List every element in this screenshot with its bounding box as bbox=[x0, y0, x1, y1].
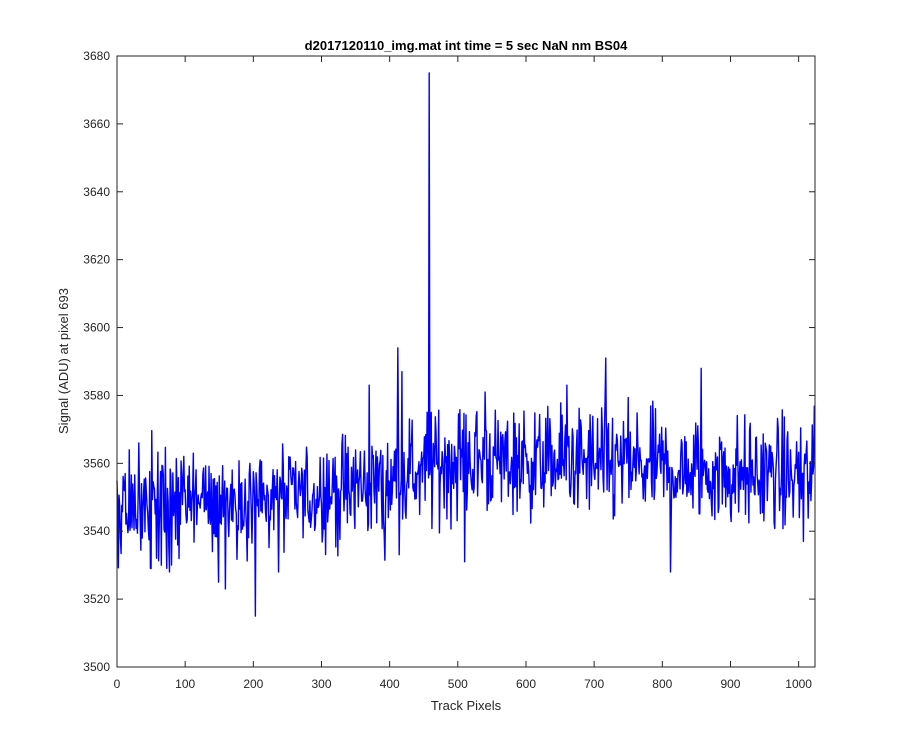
y-tick-label: 3520 bbox=[83, 592, 110, 606]
y-tick-label: 3680 bbox=[83, 49, 110, 63]
y-axis-label: Signal (ADU) at pixel 693 bbox=[56, 288, 71, 434]
y-tick-label: 3580 bbox=[83, 388, 110, 402]
y-tick-label: 3540 bbox=[83, 524, 110, 538]
series-layer bbox=[116, 72, 816, 617]
series-line bbox=[116, 72, 816, 617]
x-axis: 0 100 200 300 400 500 600 700 800 900 1000 bbox=[114, 56, 812, 691]
x-tick-label: 600 bbox=[516, 677, 536, 691]
plot-area bbox=[117, 56, 815, 667]
x-tick-label: 1000 bbox=[785, 677, 812, 691]
y-tick-label: 3500 bbox=[83, 660, 110, 674]
x-tick-label: 100 bbox=[175, 677, 195, 691]
y-axis: 3500 3520 3540 3560 3580 3600 3620 3640 3660 3680 bbox=[83, 49, 815, 674]
y-tick-label: 3640 bbox=[83, 185, 110, 199]
x-tick-label: 300 bbox=[311, 677, 331, 691]
y-tick-label: 3620 bbox=[83, 253, 110, 267]
x-axis-label: Track Pixels bbox=[431, 698, 502, 713]
y-tick-label: 3560 bbox=[83, 456, 110, 470]
y-tick-label: 3600 bbox=[83, 321, 110, 335]
axes-box bbox=[116, 55, 816, 668]
y-tick-label: 3660 bbox=[83, 117, 110, 131]
x-tick-label: 500 bbox=[448, 677, 468, 691]
x-tick-label: 0 bbox=[114, 677, 121, 691]
x-tick-label: 900 bbox=[720, 677, 740, 691]
chart-title: d2017120110_img.mat int time = 5 sec NaN… bbox=[305, 38, 628, 53]
x-tick-label: 400 bbox=[380, 677, 400, 691]
x-tick-label: 200 bbox=[243, 677, 263, 691]
x-tick-label: 700 bbox=[584, 677, 604, 691]
x-tick-label: 800 bbox=[652, 677, 672, 691]
